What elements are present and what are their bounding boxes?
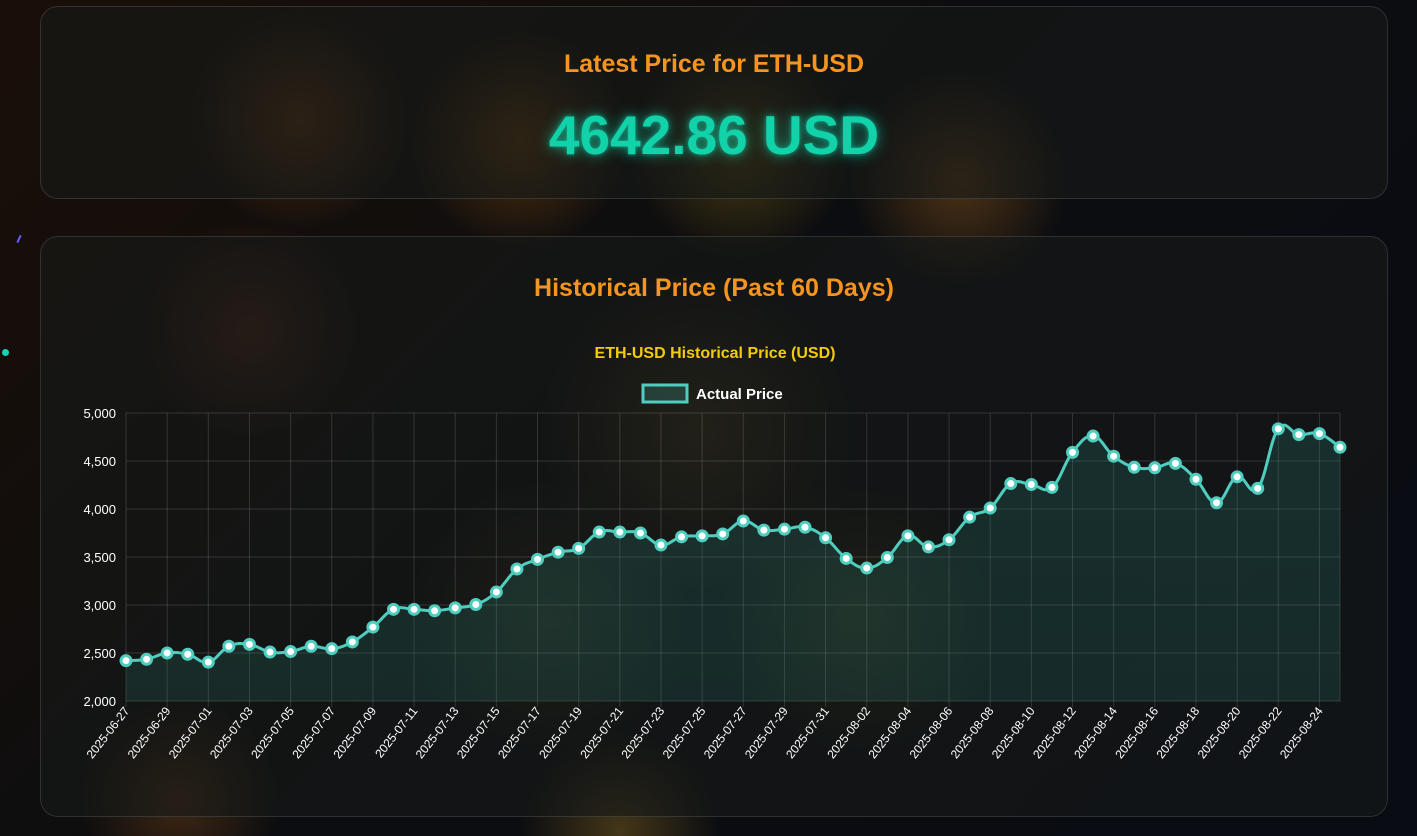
data-point[interactable] bbox=[1251, 481, 1265, 495]
data-point[interactable] bbox=[1292, 428, 1306, 442]
data-point[interactable] bbox=[901, 529, 915, 543]
y-tick-label: 2,000 bbox=[83, 694, 116, 709]
data-point[interactable] bbox=[242, 637, 256, 651]
y-tick-label: 5,000 bbox=[83, 406, 116, 421]
data-point[interactable] bbox=[983, 501, 997, 515]
latest-price-card: Latest Price for ETH-USD 4642.86 USD bbox=[40, 6, 1388, 199]
data-point[interactable] bbox=[572, 541, 586, 555]
y-tick-label: 4,000 bbox=[83, 502, 116, 517]
data-point[interactable] bbox=[1045, 480, 1059, 494]
data-point[interactable] bbox=[757, 523, 771, 537]
latest-price-title: Latest Price for ETH-USD bbox=[563, 50, 865, 78]
legend-label: Actual Price bbox=[696, 386, 783, 403]
historical-price-title: Historical Price (Past 60 Days) bbox=[534, 274, 894, 302]
data-point[interactable] bbox=[1271, 422, 1285, 436]
data-point[interactable] bbox=[1148, 461, 1162, 475]
series-points bbox=[119, 422, 1347, 669]
data-point[interactable] bbox=[1024, 478, 1038, 492]
y-tick-label: 3,000 bbox=[83, 598, 116, 613]
data-point[interactable] bbox=[1066, 445, 1080, 459]
data-point[interactable] bbox=[284, 645, 298, 659]
chart-title: ETH-USD Historical Price (USD) bbox=[595, 345, 836, 362]
data-point[interactable] bbox=[736, 514, 750, 528]
data-point[interactable] bbox=[325, 642, 339, 656]
data-point[interactable] bbox=[1312, 427, 1326, 441]
data-point[interactable] bbox=[489, 585, 503, 599]
legend-swatch bbox=[641, 383, 689, 404]
data-point[interactable] bbox=[592, 525, 606, 539]
data-point[interactable] bbox=[1210, 496, 1224, 510]
data-point[interactable] bbox=[304, 639, 318, 653]
data-point[interactable] bbox=[510, 562, 524, 576]
data-point[interactable] bbox=[860, 561, 874, 575]
y-tick-label: 2,500 bbox=[83, 646, 116, 661]
data-point[interactable] bbox=[1107, 449, 1121, 463]
data-point[interactable] bbox=[613, 525, 627, 539]
data-point[interactable] bbox=[531, 552, 545, 566]
latest-price-value: 4642.86 USD bbox=[548, 104, 880, 166]
data-point[interactable] bbox=[963, 510, 977, 524]
data-point[interactable] bbox=[1168, 456, 1182, 470]
data-point[interactable] bbox=[469, 598, 483, 612]
data-point[interactable] bbox=[633, 526, 647, 540]
data-point[interactable] bbox=[551, 545, 565, 559]
data-point[interactable] bbox=[1230, 470, 1244, 484]
data-point[interactable] bbox=[654, 538, 668, 552]
data-point[interactable] bbox=[798, 520, 812, 534]
data-point[interactable] bbox=[921, 540, 935, 554]
data-point[interactable] bbox=[181, 647, 195, 661]
data-point[interactable] bbox=[448, 601, 462, 615]
data-point[interactable] bbox=[407, 602, 421, 616]
data-point[interactable] bbox=[345, 635, 359, 649]
y-tick-label: 3,500 bbox=[83, 550, 116, 565]
data-point[interactable] bbox=[222, 639, 236, 653]
data-point[interactable] bbox=[140, 652, 154, 666]
data-point[interactable] bbox=[1004, 477, 1018, 491]
data-point[interactable] bbox=[1189, 472, 1203, 486]
data-point[interactable] bbox=[160, 646, 174, 660]
data-point[interactable] bbox=[839, 551, 853, 565]
data-point[interactable] bbox=[942, 533, 956, 547]
x-axis: 2025-06-272025-06-292025-07-012025-07-03… bbox=[84, 704, 1326, 761]
data-point[interactable] bbox=[675, 530, 689, 544]
data-point[interactable] bbox=[428, 604, 442, 618]
data-point[interactable] bbox=[1086, 429, 1100, 443]
data-point[interactable] bbox=[1127, 460, 1141, 474]
data-point[interactable] bbox=[777, 522, 791, 536]
decorative-dot bbox=[2, 349, 9, 356]
y-axis: 5,000 4,500 4,000 3,500 3,000 2,500 2,000 bbox=[83, 406, 116, 709]
data-point[interactable] bbox=[366, 620, 380, 634]
data-point[interactable] bbox=[716, 527, 730, 541]
series-area-fill bbox=[126, 425, 1340, 701]
data-point[interactable] bbox=[201, 655, 215, 669]
data-point[interactable] bbox=[880, 550, 894, 564]
data-point[interactable] bbox=[819, 531, 833, 545]
x-tick-label: 2025-08-24 bbox=[1277, 704, 1326, 761]
data-point[interactable] bbox=[386, 602, 400, 616]
chart-legend[interactable]: Actual Price bbox=[641, 383, 783, 404]
y-tick-label: 4,500 bbox=[83, 454, 116, 469]
data-point[interactable] bbox=[263, 645, 277, 659]
data-point[interactable] bbox=[695, 529, 709, 543]
data-point[interactable] bbox=[119, 654, 133, 668]
data-point[interactable] bbox=[1333, 440, 1347, 454]
